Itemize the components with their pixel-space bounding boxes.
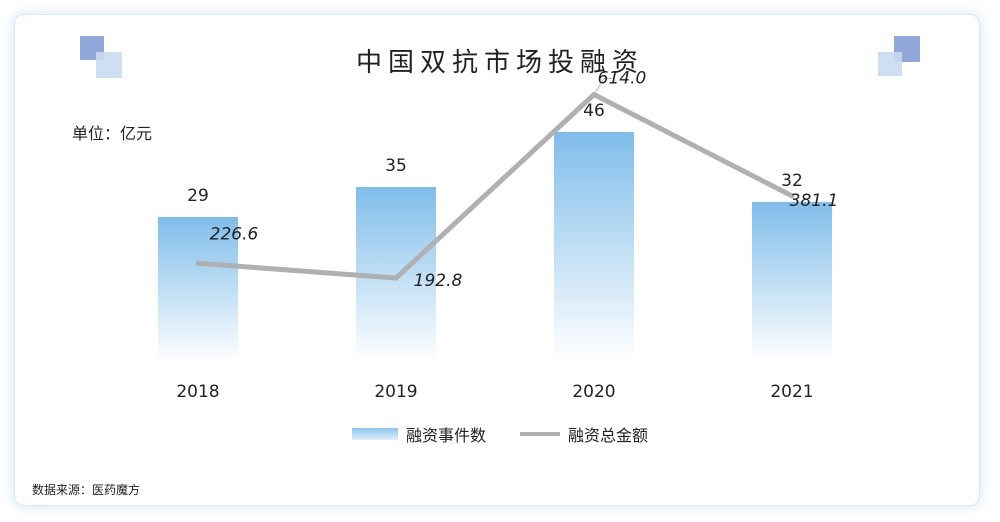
amount-point — [195, 260, 201, 266]
x-tick-label: 2019 — [374, 382, 417, 402]
bar-2018 — [158, 217, 238, 362]
legend-swatch-bar — [351, 428, 398, 440]
unit-label: 单位：亿元 — [72, 124, 153, 143]
x-tick-label: 2021 — [770, 382, 813, 402]
line-value-label: 381.1 — [790, 191, 839, 211]
legend: 融资事件数 融资总金额 — [0, 422, 1000, 446]
bar-value-label: 46 — [583, 101, 605, 121]
x-tick-label: 2018 — [176, 382, 219, 402]
legend-item-bar: 融资事件数 — [351, 422, 486, 446]
x-tick-label: 2020 — [572, 382, 615, 402]
amount-point — [789, 193, 795, 199]
bar-2021 — [752, 202, 832, 362]
bar-2020 — [554, 132, 634, 362]
label-leader-line — [593, 77, 612, 95]
legend-item-line: 融资总金额 — [486, 422, 648, 446]
legend-label-line: 融资总金额 — [568, 426, 649, 445]
legend-swatch-line — [520, 432, 560, 436]
legend-label-bar: 融资事件数 — [405, 426, 486, 445]
source-note: 数据来源：医药魔方 — [32, 483, 141, 497]
line-value-label: 192.8 — [414, 271, 463, 291]
line-value-label: 614.0 — [598, 68, 647, 88]
chart-title: 中国双抗市场投融资 — [355, 48, 644, 78]
amount-line — [195, 91, 795, 281]
bar-value-label: 32 — [781, 171, 803, 191]
bar-value-label: 29 — [187, 186, 209, 206]
bar-value-label: 35 — [385, 156, 407, 176]
line-value-label: 226.6 — [210, 224, 259, 244]
amount-point — [393, 275, 399, 281]
